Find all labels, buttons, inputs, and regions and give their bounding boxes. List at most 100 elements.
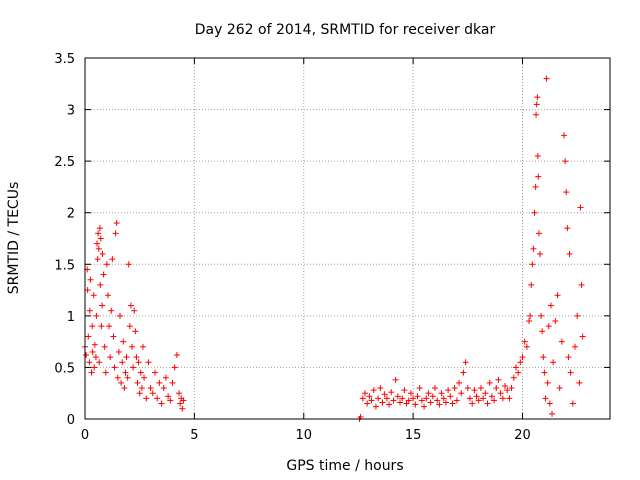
data-point	[167, 397, 174, 404]
data-point	[574, 312, 581, 319]
data-point	[156, 379, 163, 386]
data-point	[421, 403, 428, 410]
data-point	[162, 374, 169, 381]
data-point	[117, 312, 123, 319]
data-point	[99, 250, 106, 257]
data-point	[558, 338, 565, 345]
data-point	[137, 369, 144, 376]
data-point	[539, 328, 546, 335]
data-point	[488, 393, 495, 400]
data-point	[414, 393, 421, 400]
data-point	[112, 230, 119, 237]
data-point	[427, 399, 434, 406]
data-point	[432, 385, 438, 392]
y-tick-label: 2	[67, 207, 75, 222]
data-point	[578, 281, 585, 288]
data-point	[134, 379, 141, 386]
data-point	[88, 369, 95, 376]
data-point	[561, 132, 568, 139]
data-point	[139, 343, 146, 350]
data-point	[90, 292, 97, 299]
data-point	[107, 354, 114, 361]
data-point	[491, 397, 498, 404]
data-point	[475, 397, 482, 404]
data-point	[545, 323, 552, 330]
data-point	[102, 369, 109, 376]
y-tick-label: 1.5	[54, 258, 75, 273]
data-point	[512, 364, 519, 371]
data-point	[504, 387, 511, 394]
data-point	[562, 158, 569, 165]
data-point	[169, 379, 176, 386]
data-point	[535, 230, 542, 237]
data-point	[528, 281, 535, 288]
data-point	[110, 333, 117, 340]
data-point	[125, 261, 132, 268]
data-point	[108, 307, 115, 314]
data-point	[379, 399, 386, 406]
data-point	[91, 364, 98, 371]
data-point	[83, 352, 90, 359]
data-point	[544, 379, 551, 386]
data-point	[447, 393, 454, 400]
data-points	[82, 75, 586, 422]
data-point	[97, 281, 104, 288]
data-point	[94, 256, 101, 263]
data-point	[445, 387, 452, 394]
data-point	[119, 359, 126, 366]
data-point	[552, 318, 559, 325]
data-point	[510, 374, 517, 381]
data-point	[375, 395, 382, 402]
data-point	[359, 395, 366, 402]
data-point	[390, 397, 397, 404]
data-point	[493, 385, 500, 392]
chart-title: Day 262 of 2014, SRMTID for receiver dka…	[195, 22, 496, 38]
data-point	[434, 397, 441, 404]
data-point	[147, 385, 154, 392]
data-point	[113, 220, 120, 227]
data-point	[126, 323, 133, 330]
data-point	[529, 261, 536, 268]
data-point	[456, 379, 463, 386]
data-point	[438, 390, 445, 397]
data-point	[530, 245, 537, 252]
y-tick-label: 3.5	[54, 52, 75, 67]
data-point	[486, 379, 493, 386]
data-point	[499, 395, 506, 402]
data-point	[567, 369, 574, 376]
data-point	[143, 395, 150, 402]
data-point	[462, 359, 469, 366]
data-point	[84, 287, 91, 294]
data-point	[92, 354, 99, 361]
data-point	[523, 343, 530, 350]
data-point	[177, 400, 184, 407]
data-point	[473, 393, 480, 400]
grid	[85, 58, 610, 419]
data-point	[106, 323, 113, 330]
data-point	[477, 385, 484, 392]
data-point	[517, 359, 524, 366]
data-point	[91, 341, 98, 348]
data-point	[93, 312, 100, 319]
data-point	[97, 235, 104, 242]
data-point	[532, 183, 539, 190]
data-point	[95, 245, 102, 252]
data-point	[533, 101, 540, 108]
plot-frame	[84, 57, 611, 420]
data-point	[416, 385, 423, 392]
data-point	[577, 204, 584, 211]
data-point	[118, 379, 125, 386]
data-point	[85, 333, 92, 340]
data-point	[160, 385, 167, 392]
data-point	[506, 395, 513, 402]
data-point	[407, 390, 414, 397]
data-point	[464, 385, 471, 392]
data-point	[366, 393, 373, 400]
data-point	[469, 400, 476, 407]
data-point	[89, 348, 96, 355]
x-tick-label: 15	[405, 428, 422, 443]
data-point	[180, 397, 187, 404]
data-point	[383, 395, 390, 402]
y-tick-label: 0	[67, 413, 75, 428]
data-point	[458, 390, 465, 397]
